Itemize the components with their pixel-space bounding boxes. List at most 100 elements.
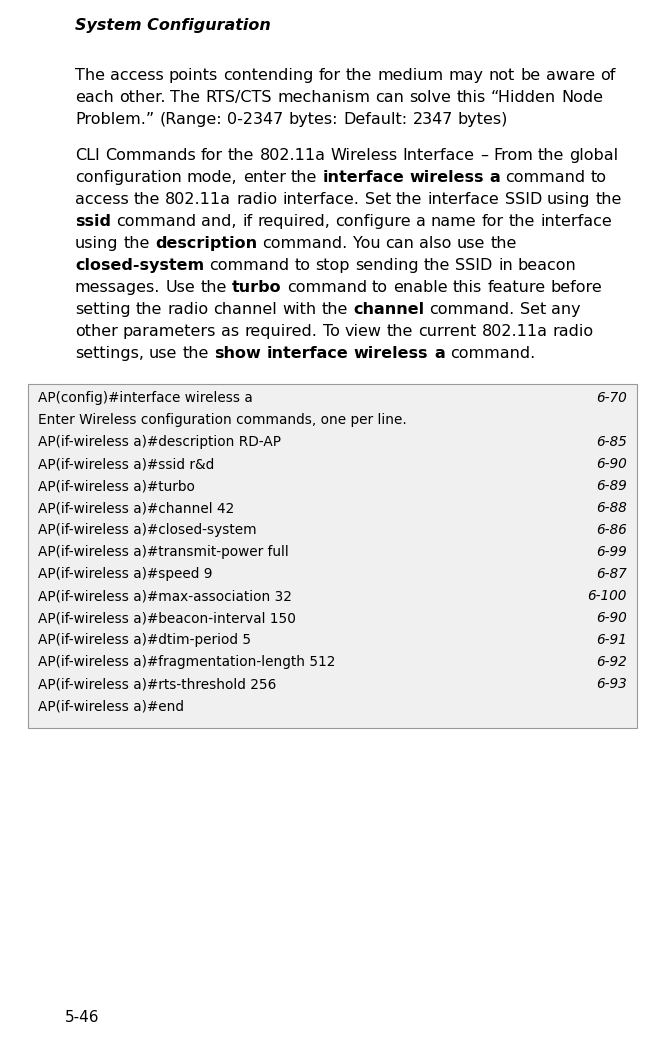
Text: medium: medium — [378, 68, 443, 83]
Text: wireless: wireless — [354, 346, 428, 361]
Text: messages.: messages. — [75, 280, 160, 295]
Text: System Configuration: System Configuration — [75, 18, 271, 33]
Text: AP(if-wireless a)#transmit-power full: AP(if-wireless a)#transmit-power full — [38, 545, 288, 559]
Text: the: the — [200, 280, 227, 295]
Text: 802.11a: 802.11a — [260, 148, 325, 163]
Text: a: a — [489, 170, 501, 185]
Text: using: using — [75, 236, 118, 251]
Text: channel: channel — [214, 302, 277, 317]
Text: 6-90: 6-90 — [597, 611, 627, 625]
Text: “Hidden: “Hidden — [491, 90, 556, 105]
Text: radio: radio — [553, 324, 594, 339]
Text: Enter Wireless configuration commands, one per line.: Enter Wireless configuration commands, o… — [38, 413, 407, 427]
Text: You: You — [353, 236, 380, 251]
Text: can: can — [375, 90, 404, 105]
Text: the: the — [424, 258, 451, 274]
Text: AP(if-wireless a)#max-association 32: AP(if-wireless a)#max-association 32 — [38, 589, 292, 603]
Text: the: the — [134, 193, 160, 207]
Text: 6-86: 6-86 — [597, 523, 627, 537]
Text: each: each — [75, 90, 114, 105]
Text: command: command — [506, 170, 586, 185]
Text: –: – — [480, 148, 488, 163]
Text: 802.11a: 802.11a — [166, 193, 231, 207]
Text: interface.: interface. — [283, 193, 359, 207]
Text: radio: radio — [237, 193, 278, 207]
Text: SSID: SSID — [505, 193, 542, 207]
Text: bytes): bytes) — [458, 112, 509, 127]
Text: 6-91: 6-91 — [597, 633, 627, 647]
Text: the: the — [491, 236, 517, 251]
Text: command: command — [209, 258, 289, 274]
Text: other: other — [75, 324, 118, 339]
Text: AP(if-wireless a)#speed 9: AP(if-wireless a)#speed 9 — [38, 567, 212, 581]
Text: solve: solve — [409, 90, 451, 105]
Text: with: with — [283, 302, 317, 317]
Text: 6-88: 6-88 — [597, 501, 627, 515]
Text: AP(if-wireless a)#description RD-AP: AP(if-wireless a)#description RD-AP — [38, 434, 281, 449]
Text: Wireless: Wireless — [330, 148, 397, 163]
Text: Set: Set — [365, 193, 391, 207]
Text: 6-93: 6-93 — [597, 677, 627, 691]
Text: may: may — [449, 68, 484, 83]
Text: The: The — [75, 68, 105, 83]
Text: the: the — [396, 193, 422, 207]
Text: Interface: Interface — [403, 148, 475, 163]
Text: the: the — [291, 170, 317, 185]
Text: the: the — [509, 214, 535, 229]
Text: this: this — [457, 90, 486, 105]
Text: a: a — [416, 214, 426, 229]
Text: for: for — [319, 68, 341, 83]
Text: AP(config)#interface wireless a: AP(config)#interface wireless a — [38, 391, 253, 405]
Text: to: to — [372, 280, 388, 295]
Text: SSID: SSID — [455, 258, 493, 274]
Text: to: to — [591, 170, 607, 185]
Text: if: if — [242, 214, 252, 229]
Text: the: the — [346, 68, 373, 83]
Text: mode,: mode, — [187, 170, 237, 185]
Text: current: current — [419, 324, 476, 339]
Text: stop: stop — [315, 258, 350, 274]
Bar — [28, 384, 637, 728]
Text: Set: Set — [520, 302, 546, 317]
Text: the: the — [596, 193, 622, 207]
Text: as: as — [221, 324, 240, 339]
Text: contending: contending — [223, 68, 314, 83]
Text: 6-70: 6-70 — [597, 391, 627, 405]
Text: enter: enter — [242, 170, 286, 185]
Text: mechanism: mechanism — [277, 90, 371, 105]
Text: channel: channel — [353, 302, 424, 317]
Text: radio: radio — [168, 302, 208, 317]
Text: the: the — [124, 236, 150, 251]
Text: AP(if-wireless a)#dtim-period 5: AP(if-wireless a)#dtim-period 5 — [38, 633, 251, 647]
Text: description: description — [155, 236, 258, 251]
Text: Use: Use — [166, 280, 195, 295]
Text: global: global — [570, 148, 619, 163]
Text: AP(if-wireless a)#closed-system: AP(if-wireless a)#closed-system — [38, 523, 257, 537]
Text: RTS/CTS: RTS/CTS — [206, 90, 272, 105]
Text: 6-90: 6-90 — [597, 457, 627, 471]
Text: 6-89: 6-89 — [597, 479, 627, 493]
Text: interface: interface — [322, 170, 404, 185]
Text: Problem.”: Problem.” — [75, 112, 154, 127]
Text: AP(if-wireless a)#channel 42: AP(if-wireless a)#channel 42 — [38, 501, 235, 515]
Text: the: the — [322, 302, 348, 317]
Text: command.: command. — [450, 346, 535, 361]
Text: for: for — [482, 214, 504, 229]
Text: 6-92: 6-92 — [597, 655, 627, 669]
Text: command.: command. — [430, 302, 514, 317]
Text: use: use — [149, 346, 177, 361]
Text: the: the — [538, 148, 564, 163]
Text: be: be — [520, 68, 541, 83]
Text: setting: setting — [75, 302, 131, 317]
Text: the: the — [387, 324, 413, 339]
Text: the: the — [136, 302, 162, 317]
Text: settings,: settings, — [75, 346, 144, 361]
Text: also: also — [420, 236, 452, 251]
Text: required.: required. — [245, 324, 317, 339]
Text: interface: interface — [541, 214, 612, 229]
Text: 2347: 2347 — [413, 112, 453, 127]
Text: interface: interface — [267, 346, 348, 361]
Text: AP(if-wireless a)#beacon-interval 150: AP(if-wireless a)#beacon-interval 150 — [38, 611, 296, 625]
Text: (Range:: (Range: — [160, 112, 222, 127]
Text: access: access — [75, 193, 129, 207]
